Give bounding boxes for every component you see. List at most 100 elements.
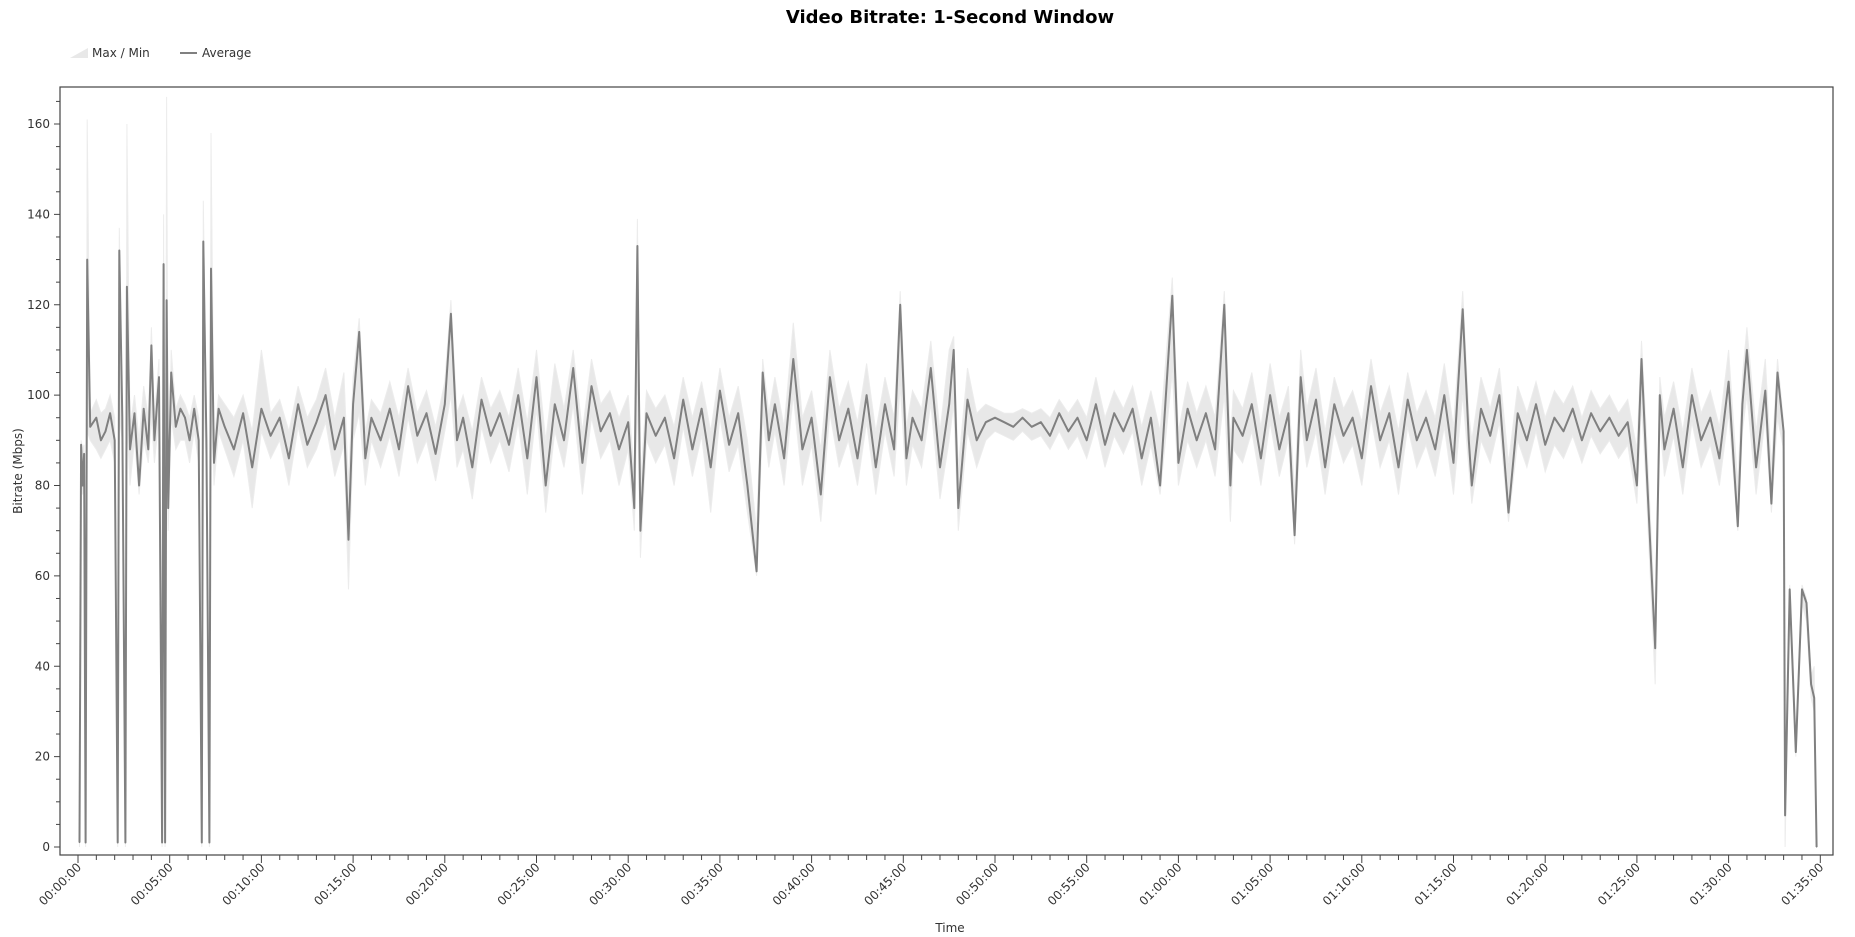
data-point [737, 412, 739, 414]
data-point [1293, 534, 1296, 536]
legend-item-max-min[interactable]: Max / Min [70, 46, 150, 60]
data-point [673, 457, 675, 459]
data-point [948, 403, 950, 405]
x-tick-label: 00:40:00 [770, 860, 818, 908]
data-point [639, 530, 642, 532]
data-point [1171, 295, 1173, 297]
x-tick-label: 01:25:00 [1595, 860, 1643, 908]
data-point [1021, 417, 1024, 419]
x-tick-label: 00:00:00 [36, 860, 84, 908]
data-point [450, 313, 452, 315]
data-point [233, 448, 235, 450]
data-point [89, 426, 91, 428]
data-point [1397, 466, 1400, 469]
data-point [198, 439, 200, 441]
data-point [224, 426, 226, 428]
data-point [80, 444, 82, 446]
data-point [1104, 444, 1106, 446]
x-tick-label: 01:10:00 [1320, 860, 1368, 908]
data-point [1058, 412, 1060, 414]
data-point [1608, 417, 1610, 419]
data-point [572, 367, 574, 369]
data-point [1049, 435, 1051, 437]
data-point [1177, 462, 1179, 464]
data-point [1572, 408, 1574, 410]
data-point [129, 448, 131, 450]
legend: Max / Min Average [70, 46, 251, 60]
data-point [535, 376, 538, 378]
data-point [210, 268, 212, 270]
data-point [1214, 448, 1216, 450]
legend-item-average[interactable]: Average [180, 46, 251, 60]
data-point [1700, 439, 1702, 441]
data-point [114, 439, 116, 441]
data-point [1553, 417, 1555, 419]
data-point [480, 399, 483, 401]
x-axis-label: Time [934, 921, 964, 935]
data-point [1544, 444, 1546, 446]
x-tick-label: 00:55:00 [1045, 860, 1093, 908]
data-point [636, 245, 638, 247]
data-point [1150, 417, 1152, 419]
data-point [1776, 371, 1779, 374]
y-axis-label: Bitrate (Mbps) [11, 428, 25, 514]
data-point [1663, 448, 1666, 450]
data-point [700, 408, 703, 410]
data-point [85, 841, 87, 844]
x-tick-label: 00:15:00 [311, 860, 359, 908]
data-point [490, 435, 492, 437]
plot-frame [59, 86, 1834, 856]
data-point [1416, 439, 1418, 441]
data-point [288, 457, 290, 459]
x-axis: 00:00:00 00:05:00 00:10:00 00:15:00 00:20:00… [36, 855, 1826, 908]
data-point [1764, 390, 1766, 392]
data-point [297, 403, 299, 405]
data-point [820, 493, 822, 496]
data-point [208, 841, 211, 844]
data-point [1287, 412, 1290, 414]
legend-band-swatch [70, 48, 88, 58]
data-point [1388, 412, 1390, 414]
data-point [100, 439, 102, 441]
data-point [1379, 439, 1381, 441]
data-point [1324, 466, 1326, 469]
data-point [655, 435, 657, 437]
x-tick-label: 00:25:00 [495, 860, 543, 908]
data-point [117, 841, 119, 844]
data-point [691, 448, 693, 450]
data-point [811, 417, 813, 419]
data-point [590, 385, 593, 387]
data-point [508, 444, 510, 446]
data-point [1067, 430, 1069, 432]
data-point [1300, 376, 1302, 378]
data-point [179, 408, 181, 410]
data-point [645, 412, 648, 414]
data-point [1003, 421, 1005, 423]
data-point [143, 408, 145, 410]
y-tick-label: 0 [42, 840, 50, 854]
x-tick-label: 00:35:00 [678, 860, 726, 908]
data-point [976, 439, 978, 441]
legend-label-max-min: Max / Min [92, 46, 150, 60]
data-point [104, 430, 107, 432]
data-point [184, 417, 186, 419]
data-point [1682, 466, 1684, 469]
y-tick-label: 140 [27, 207, 50, 221]
data-point [545, 484, 547, 487]
data-point [242, 412, 244, 414]
data-point [343, 417, 345, 419]
data-point [600, 430, 602, 432]
data-point [1816, 846, 1818, 848]
y-tick-label: 20 [35, 750, 50, 764]
data-point [164, 841, 166, 844]
y-tick-label: 160 [27, 117, 50, 131]
data-point [1434, 448, 1436, 450]
x-tick-label: 01:15:00 [1412, 860, 1460, 908]
data-point [838, 439, 840, 441]
y-axis: 0 20 40 60 80 100 120 140 160 [27, 100, 60, 854]
data-point [1784, 814, 1786, 816]
data-point [1789, 588, 1791, 591]
data-point [1462, 308, 1464, 310]
data-point [1517, 412, 1519, 414]
data-point [1783, 430, 1785, 432]
